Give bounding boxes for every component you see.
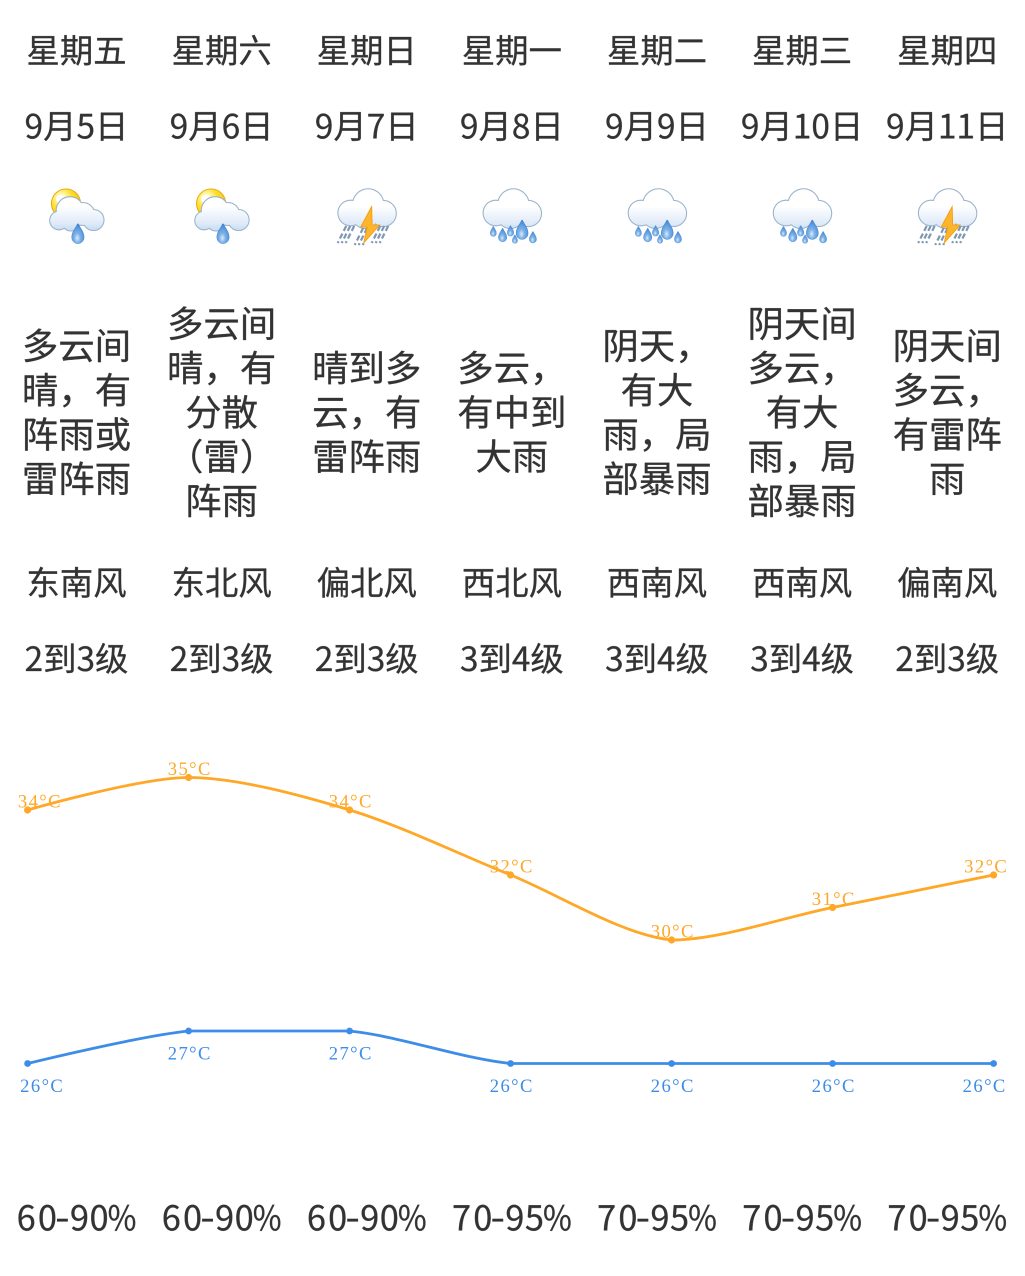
svg-text:26°C: 26°C bbox=[812, 1076, 856, 1097]
svg-text:26°C: 26°C bbox=[20, 1076, 64, 1097]
svg-text:27°C: 27°C bbox=[329, 1044, 373, 1065]
svg-text:30°C: 30°C bbox=[651, 922, 695, 943]
svg-text:32°C: 32°C bbox=[964, 857, 1008, 878]
svg-text:26°C: 26°C bbox=[651, 1076, 695, 1097]
svg-text:35°C: 35°C bbox=[168, 759, 212, 780]
svg-text:26°C: 26°C bbox=[963, 1076, 1007, 1097]
svg-text:27°C: 27°C bbox=[168, 1044, 212, 1065]
svg-text:34°C: 34°C bbox=[329, 792, 373, 813]
svg-text:32°C: 32°C bbox=[490, 857, 534, 878]
svg-text:34°C: 34°C bbox=[18, 792, 62, 813]
svg-text:31°C: 31°C bbox=[812, 889, 856, 910]
svg-text:26°C: 26°C bbox=[490, 1076, 534, 1097]
